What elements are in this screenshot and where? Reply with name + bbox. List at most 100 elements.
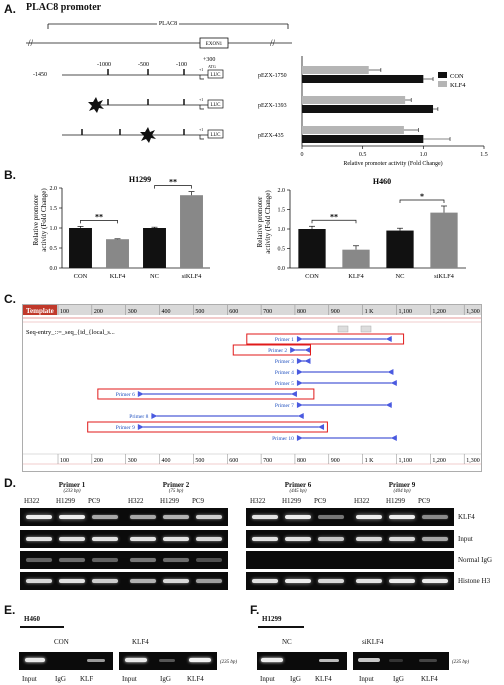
panel-d-label: D.: [4, 476, 16, 490]
gel-band: [92, 537, 118, 541]
primer-arrow: [296, 369, 303, 375]
y-tick-label: 1.5: [50, 206, 58, 212]
gel-band: [92, 558, 118, 562]
gel-strip: [350, 508, 454, 526]
e-lane: IgG: [160, 675, 171, 683]
gel-row-label: Histone H3: [458, 577, 491, 585]
primer-arrow: [297, 413, 304, 419]
x-tick-label: KLF4: [110, 273, 126, 280]
primer-group-title: Primer 2: [162, 481, 190, 489]
construct-label: pEZX-1393: [258, 103, 287, 109]
chart-a: 0 0.5 1.0 1.5 Relative promoter activity (Fo…: [301, 56, 488, 167]
lane-label: H322: [250, 497, 266, 505]
ruler-label: 400: [162, 458, 171, 464]
f-lane: KLF4: [315, 675, 332, 683]
f-lane: IgG: [393, 675, 404, 683]
panel-f-cell: H1299: [262, 615, 282, 623]
gel-band: [26, 579, 52, 583]
gel-band: [422, 579, 448, 583]
mutation-star: [88, 97, 104, 113]
gel-band: [196, 558, 222, 562]
gel-band: [318, 537, 344, 541]
legend-swatch: [438, 81, 447, 87]
gel-band: [389, 537, 415, 541]
lane-label: H322: [24, 497, 40, 505]
ruler-label: 1,100: [399, 458, 413, 464]
gel-band: [285, 579, 311, 583]
lane-label: H1299: [56, 497, 76, 505]
gel-band: [252, 537, 278, 541]
panel-a-title: PLAC8 promoter: [26, 2, 102, 13]
e-lane: IgG: [55, 675, 66, 683]
primer-arrow: [296, 402, 303, 408]
mutation-star: [140, 127, 156, 143]
gel-band: [285, 537, 311, 541]
legend-swatch: [438, 72, 447, 78]
gel-strip: [350, 572, 454, 590]
lane-label: PC9: [418, 497, 431, 505]
panel-f-label: F.: [250, 603, 260, 617]
primer-arrow: [390, 435, 397, 441]
gel-band: [163, 579, 189, 583]
panel-e-right-title: KLF4: [132, 638, 149, 646]
lane-label: H1299: [160, 497, 180, 505]
gel-strip: [124, 508, 228, 526]
ruler-label: 400: [162, 309, 171, 315]
primer-group-size: (233 bp): [63, 489, 81, 494]
primer-arrow: [137, 424, 144, 430]
ruler-label: 100: [60, 309, 69, 315]
promoter-diagram: PLAC8 // // EXON1 -1450 -1000 -500 -100 …: [26, 19, 488, 167]
gel-strip: [350, 551, 454, 569]
gel-band: [26, 558, 52, 562]
primer-arrow: [137, 391, 144, 397]
panel-f-right-title: siKLF4: [362, 638, 384, 646]
primer-label: Primer 8: [129, 414, 148, 420]
primer-label: Primer 6: [116, 392, 135, 398]
gel-f-left: [257, 652, 347, 670]
primer-arrow: [296, 358, 303, 364]
exon-box: [199, 37, 229, 49]
x-tick-label: CON: [74, 273, 88, 280]
bar: [430, 212, 458, 268]
ruler-label: 1,300: [466, 458, 480, 464]
gel-strip: [124, 551, 228, 569]
primer-arrow: [390, 380, 397, 386]
ruler-label: 300: [128, 458, 137, 464]
ruler-label: 1 K: [365, 309, 375, 315]
gel-row-label: KLF4: [458, 513, 475, 521]
gel-band: [252, 515, 278, 519]
gel-band: [59, 558, 85, 562]
bar: [298, 229, 326, 268]
primer-highlight: [232, 344, 311, 356]
f-lane: Input: [260, 675, 275, 683]
gel-row-label: Normal IgG: [458, 556, 493, 564]
primer-highlight: [87, 421, 328, 433]
e-lane: KLF4: [187, 675, 204, 683]
y-tick-label: 1.0: [50, 226, 58, 232]
bar-con: [302, 105, 434, 113]
gel-band: [163, 515, 189, 519]
luc-label: LUC: [211, 73, 222, 78]
panel-e-cell: H460: [24, 615, 40, 623]
f-lane: KLF4: [421, 675, 438, 683]
bar: [342, 249, 370, 268]
gel-strip: [20, 551, 124, 569]
luc-label: LUC: [211, 103, 222, 108]
pos-label: -500: [138, 62, 149, 68]
ruler-label: 200: [94, 309, 103, 315]
e-lane: KLF: [80, 675, 94, 683]
gel-strip: [20, 572, 124, 590]
ruler-label: 100: [60, 458, 69, 464]
gel-band: [389, 515, 415, 519]
gel-band: [59, 579, 85, 583]
gel-strip: [20, 508, 124, 526]
gel-band: [285, 515, 311, 519]
gel-strip: [246, 572, 350, 590]
gel-strip: [124, 572, 228, 590]
exon-label: EXON1: [206, 42, 223, 47]
panel-a-label: A.: [4, 2, 16, 16]
luc-label: LUC: [211, 133, 222, 138]
ruler-label: 500: [195, 309, 204, 315]
svg-text:Template: Template: [26, 307, 54, 315]
ruler-label: 700: [263, 458, 272, 464]
